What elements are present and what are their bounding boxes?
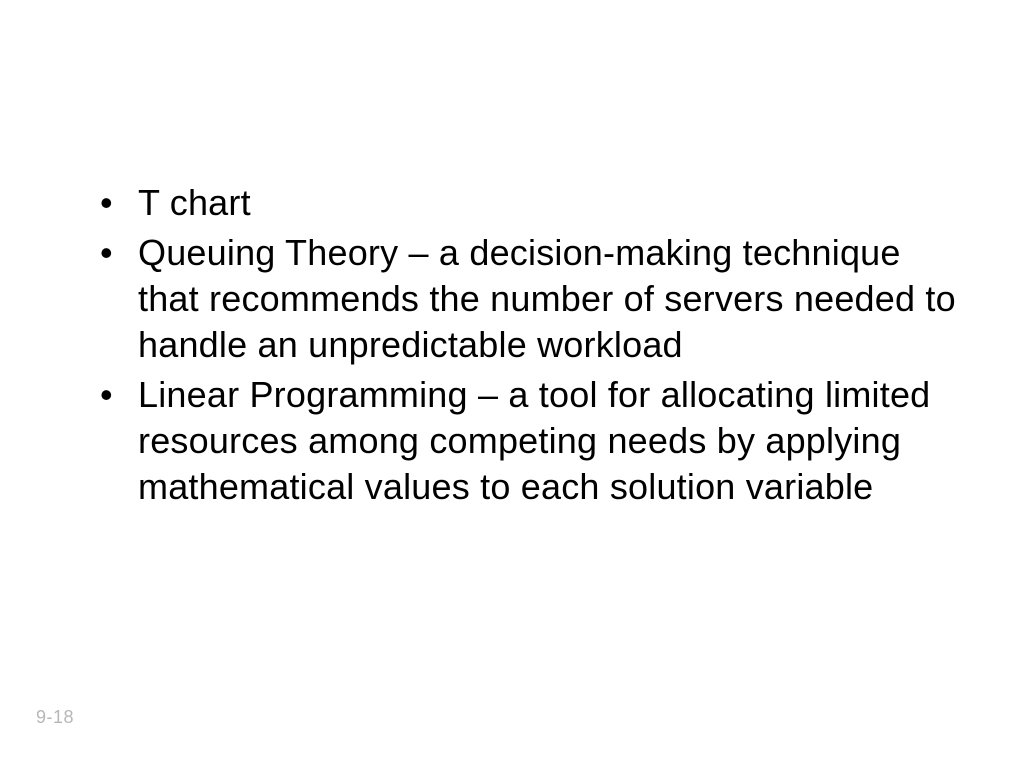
bullet-item: T chart: [100, 180, 964, 226]
slide: T chart Queuing Theory – a decision-maki…: [0, 0, 1024, 768]
page-number: 9-18: [36, 707, 74, 728]
bullet-item: Queuing Theory – a decision-making techn…: [100, 230, 964, 368]
bullet-item: Linear Programming – a tool for allocati…: [100, 372, 964, 510]
bullet-list: T chart Queuing Theory – a decision-maki…: [100, 180, 964, 511]
